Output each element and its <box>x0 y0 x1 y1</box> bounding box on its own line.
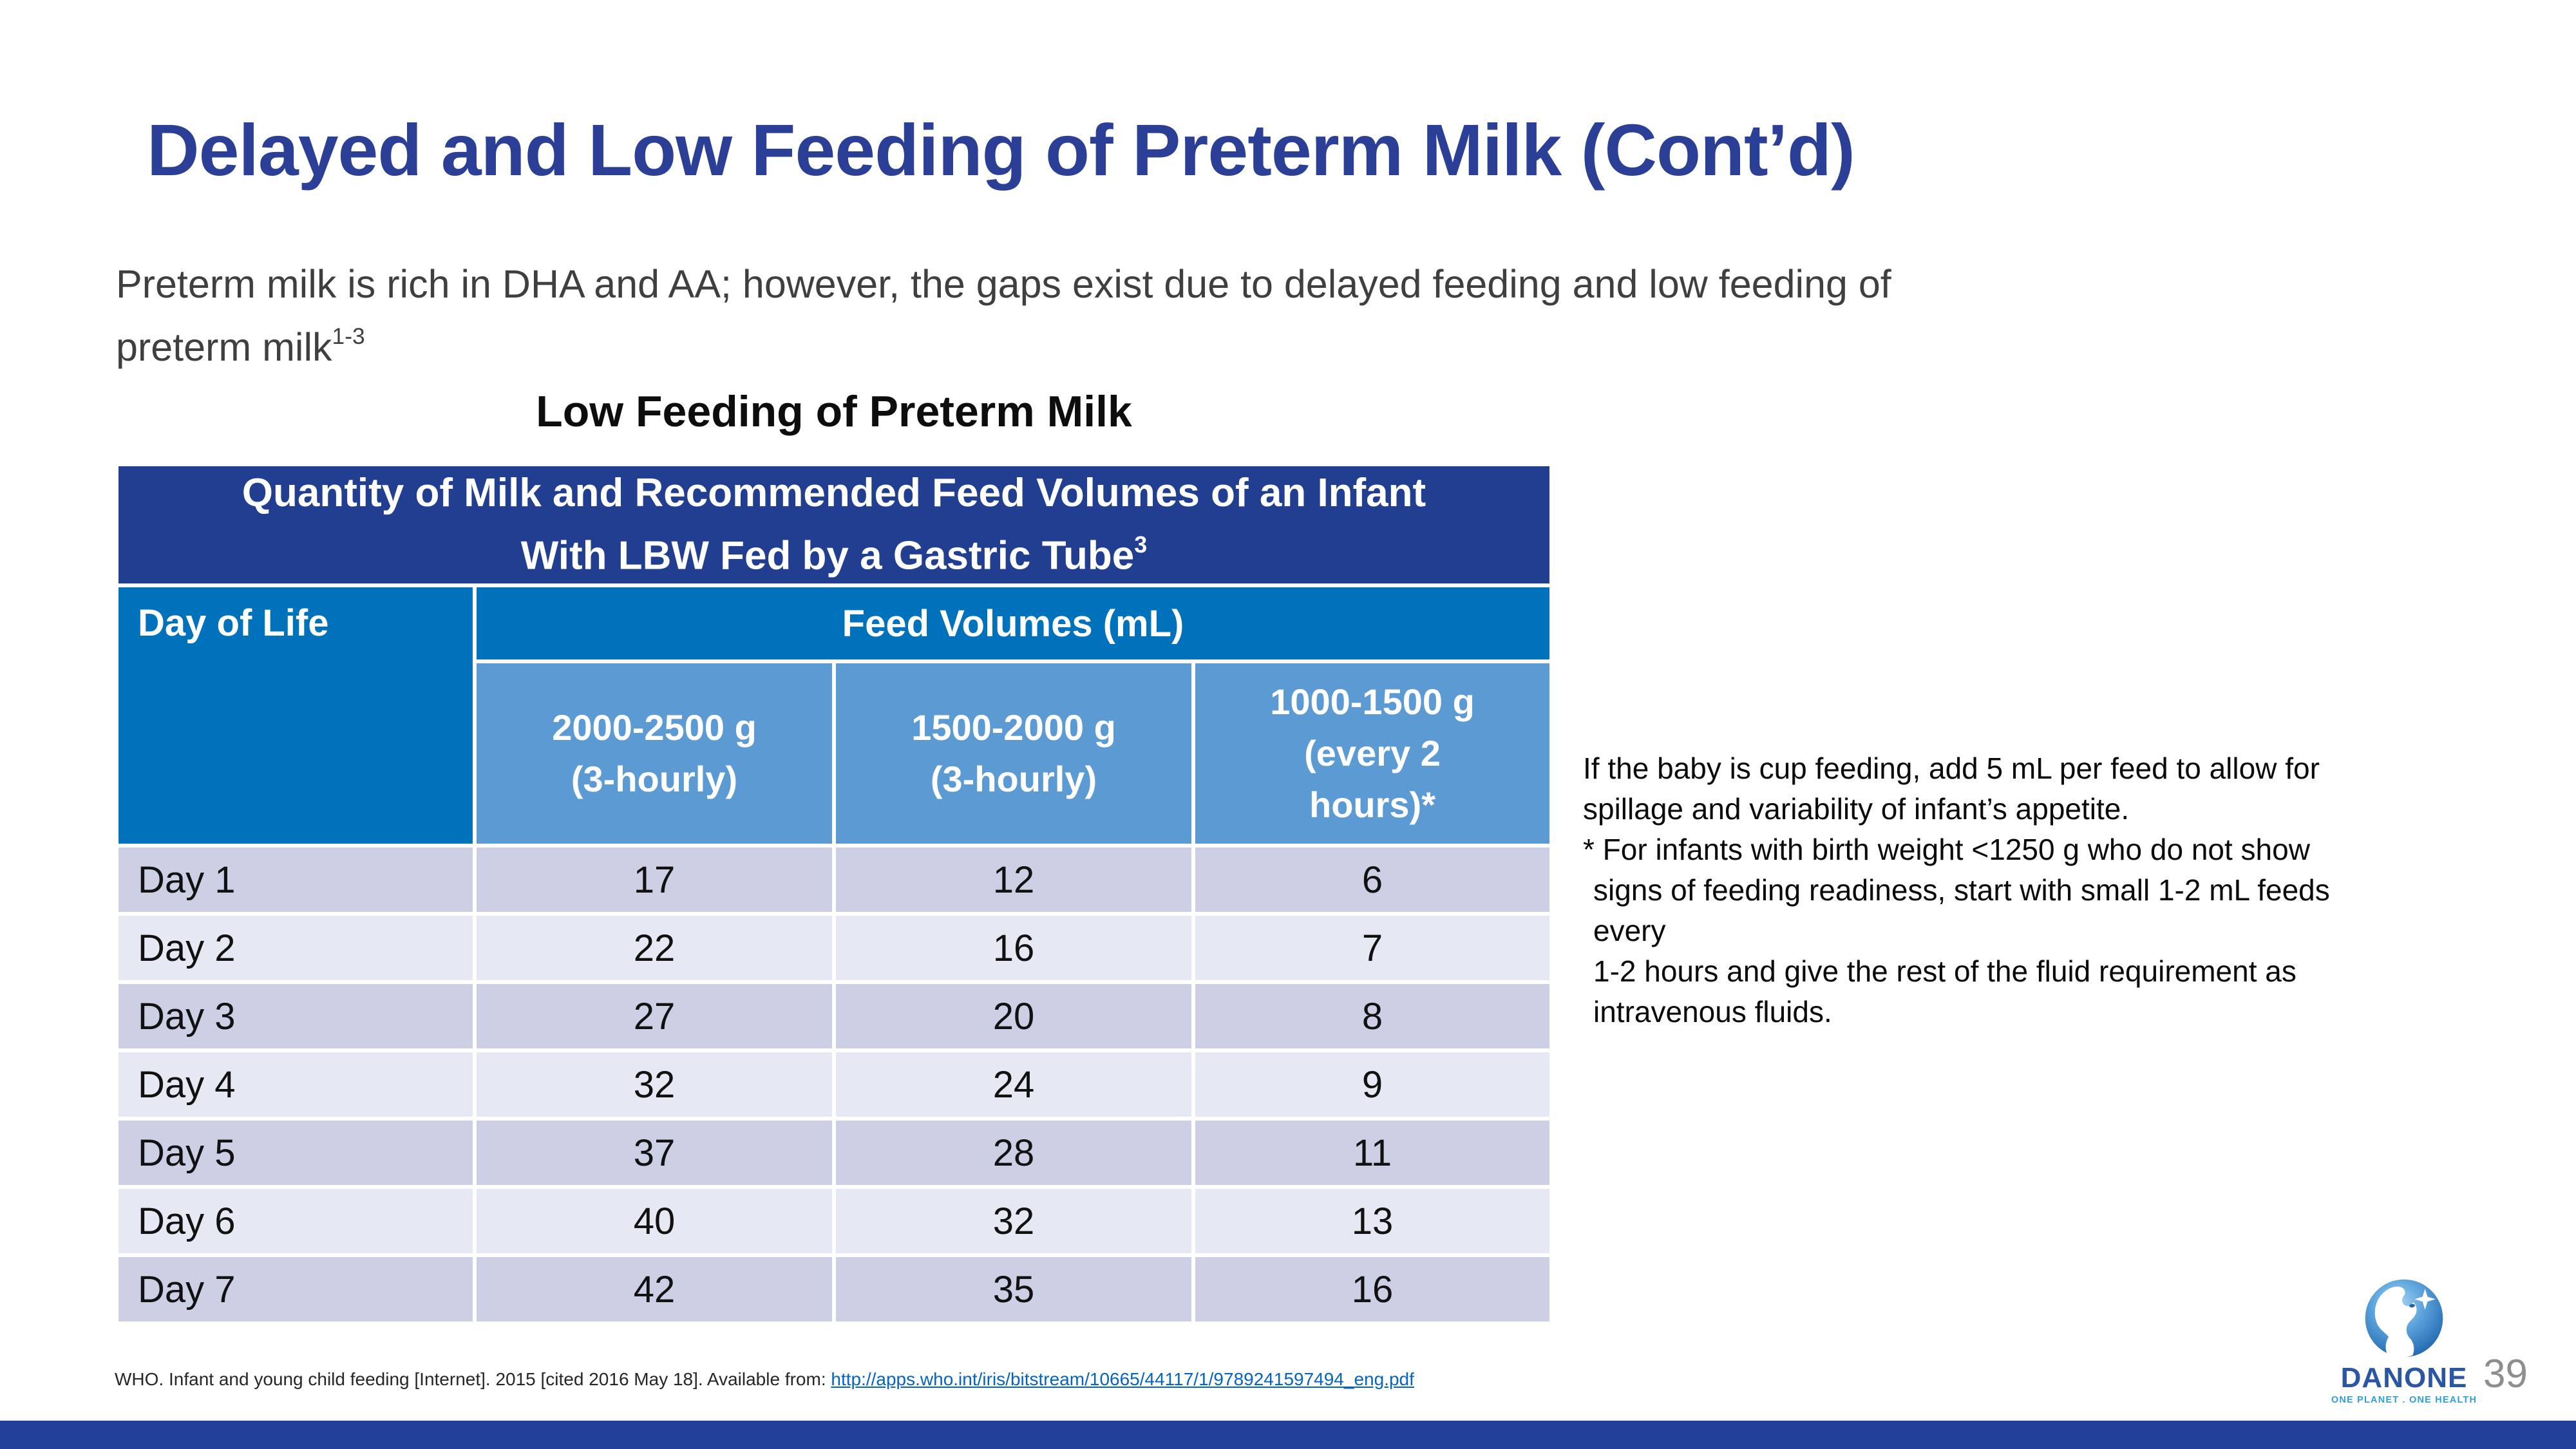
table-cell: 32 <box>836 1189 1191 1253</box>
table-cell: 42 <box>477 1257 832 1321</box>
table-cell: 40 <box>477 1189 832 1253</box>
side-note-line: spillage and variability of infant’s app… <box>1583 792 2130 826</box>
side-note-line: signs of feeding readiness, start with s… <box>1593 873 2330 907</box>
table-cell: 7 <box>1195 916 1549 980</box>
citation-link[interactable]: http://apps.who.int/iris/bitstream/10665… <box>831 1369 1414 1389</box>
side-note-line: intravenous fluids. <box>1593 995 1832 1028</box>
table-row-day-label: Day 7 <box>118 1257 473 1321</box>
table-row-day-label: Day 6 <box>118 1189 473 1253</box>
table-cell: 6 <box>1195 848 1549 912</box>
side-note: If the baby is cup feeding, add 5 mL per… <box>1583 748 2330 1032</box>
table-header-title-line2: With LBW Fed by a Gastric Tube3 <box>520 531 1148 578</box>
intro-superscript: 1-3 <box>332 324 365 349</box>
column-header-1000-1500: 1000-1500 g (every 2 hours)* <box>1195 663 1549 844</box>
table-cell: 9 <box>1195 1052 1549 1117</box>
table-row-day-label: Day 1 <box>118 848 473 912</box>
footer-bar <box>0 1421 2576 1449</box>
side-note-line: * For infants with birth weight <1250 g … <box>1583 833 2310 866</box>
table-cell: 28 <box>836 1121 1191 1185</box>
danone-wordmark: DANONE <box>2340 1362 2468 1394</box>
slide-title: Delayed and Low Feeding of Preterm Milk … <box>147 109 1855 191</box>
table-cell: 37 <box>477 1121 832 1185</box>
table-header-title: Quantity of Milk and Recommended Feed Vo… <box>118 466 1549 583</box>
table-cell: 17 <box>477 848 832 912</box>
table-row-day-label: Day 4 <box>118 1052 473 1117</box>
citation-text: WHO. Infant and young child feeding [Int… <box>115 1369 831 1389</box>
table-header-superscript: 3 <box>1134 531 1148 558</box>
page-number: 39 <box>2483 1352 2528 1396</box>
table-cell: 8 <box>1195 984 1549 1048</box>
intro-paragraph: Preterm milk is rich in DHA and AA; howe… <box>116 258 1891 374</box>
table-cell: 11 <box>1195 1121 1549 1185</box>
table-row-day-label: Day 2 <box>118 916 473 980</box>
table-cell: 16 <box>1195 1257 1549 1321</box>
table-cell: 35 <box>836 1257 1191 1321</box>
table-cell: 24 <box>836 1052 1191 1117</box>
side-note-line: 1-2 hours and give the rest of the fluid… <box>1593 954 2297 988</box>
danone-tagline: ONE PLANET . ONE HEALTH <box>2331 1395 2477 1405</box>
citation: WHO. Infant and young child feeding [Int… <box>115 1369 1414 1390</box>
danone-globe-icon <box>2365 1279 2443 1358</box>
table-cell: 27 <box>477 984 832 1048</box>
table-cell: 20 <box>836 984 1191 1048</box>
table-cell: 16 <box>836 916 1191 980</box>
table-row-day-label: Day 5 <box>118 1121 473 1185</box>
table-cell: 13 <box>1195 1189 1549 1253</box>
column-header-day-of-life: Day of Life <box>118 587 473 844</box>
table-header-title-line1: Quantity of Milk and Recommended Feed Vo… <box>242 471 1426 516</box>
table-row-day-label: Day 3 <box>118 984 473 1048</box>
intro-line-2: preterm milk1-3 <box>116 324 365 370</box>
side-note-line: If the baby is cup feeding, add 5 mL per… <box>1583 752 2320 785</box>
intro-line-1: Preterm milk is rich in DHA and AA; howe… <box>116 262 1891 306</box>
side-note-line: every <box>1593 914 1666 947</box>
column-header-1500-2000: 1500-2000 g (3-hourly) <box>836 663 1191 844</box>
danone-logo: DANONE ONE PLANET . ONE HEALTH <box>2330 1275 2478 1405</box>
table-cell: 12 <box>836 848 1191 912</box>
table-cell: 22 <box>477 916 832 980</box>
column-header-2000-2500: 2000-2500 g (3-hourly) <box>477 663 832 844</box>
table-cell: 32 <box>477 1052 832 1117</box>
feed-volumes-table: Quantity of Milk and Recommended Feed Vo… <box>118 466 1549 1321</box>
column-header-feed-volumes: Feed Volumes (mL) <box>477 587 1549 659</box>
table-heading: Low Feeding of Preterm Milk <box>536 387 1132 436</box>
